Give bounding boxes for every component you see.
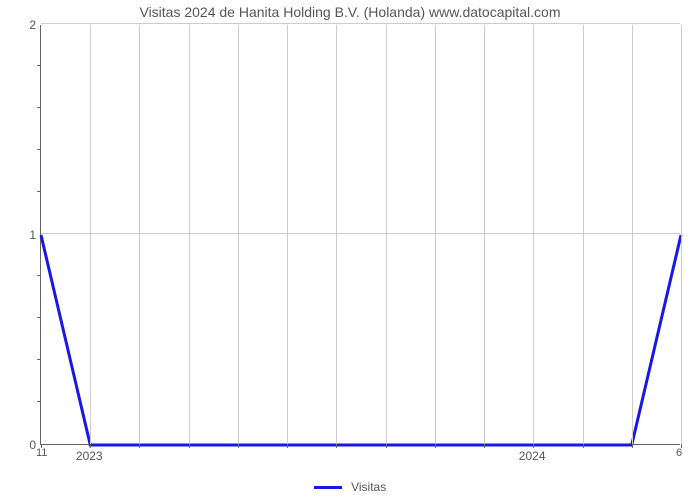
gridline-vertical [681, 25, 682, 444]
legend: Visitas [0, 479, 700, 494]
x-tick-minor [632, 444, 633, 448]
x-tick-label: 2023 [76, 449, 103, 463]
x-tick-minor [435, 444, 436, 448]
series-line-visitas [41, 235, 681, 445]
line-series-svg [41, 25, 681, 445]
gridline-vertical [139, 25, 140, 444]
legend-label-visitas: Visitas [351, 480, 386, 494]
y-tick-minor [37, 107, 41, 108]
x-tick-minor [533, 444, 534, 448]
y-tick-minor [37, 191, 41, 192]
x-tick-minor [484, 444, 485, 448]
gridline-vertical [336, 25, 337, 444]
x-tick-label: 2024 [519, 449, 546, 463]
x-tick-minor [139, 444, 140, 448]
gridline-vertical [484, 25, 485, 444]
x-tick-minor [189, 444, 190, 448]
corner-label-right: 6 [676, 447, 682, 459]
x-tick-minor [238, 444, 239, 448]
y-tick-minor [37, 359, 41, 360]
plot-area [40, 25, 680, 445]
x-tick-minor [386, 444, 387, 448]
y-tick-minor [37, 65, 41, 66]
corner-label-left: 11 [36, 447, 47, 459]
gridline-horizontal [41, 233, 680, 234]
gridline-vertical [238, 25, 239, 444]
gridline-vertical [90, 25, 91, 444]
x-tick-minor [336, 444, 337, 448]
gridline-vertical [632, 25, 633, 444]
x-tick-minor [287, 444, 288, 448]
x-tick-minor [90, 444, 91, 448]
gridline-vertical [386, 25, 387, 444]
chart-title: Visitas 2024 de Hanita Holding B.V. (Hol… [0, 4, 700, 20]
gridline-vertical [435, 25, 436, 444]
gridline-vertical [583, 25, 584, 444]
legend-swatch-visitas [314, 486, 342, 489]
chart-container: Visitas 2024 de Hanita Holding B.V. (Hol… [0, 0, 700, 500]
y-tick-minor [37, 275, 41, 276]
x-tick-minor [583, 444, 584, 448]
gridline-horizontal [41, 23, 680, 24]
y-tick-minor [37, 401, 41, 402]
y-tick-label: 1 [16, 228, 36, 242]
y-tick-minor [37, 317, 41, 318]
gridline-vertical [287, 25, 288, 444]
y-tick-label: 2 [16, 18, 36, 32]
y-tick-label: 0 [16, 438, 36, 452]
y-tick-minor [37, 149, 41, 150]
gridline-vertical [533, 25, 534, 444]
gridline-vertical [189, 25, 190, 444]
